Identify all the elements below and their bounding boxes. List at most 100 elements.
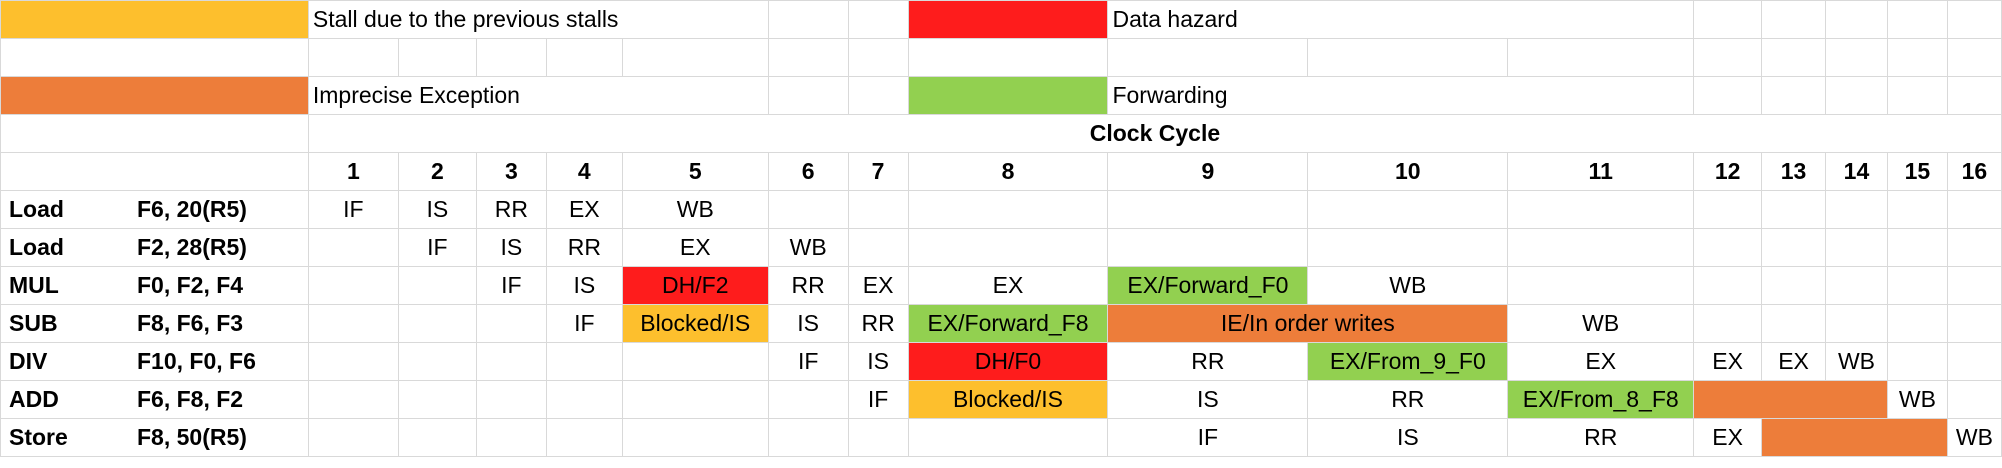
- cycle-number: 6: [767, 152, 849, 191]
- instruction-cell: ADD F6, F8, F2: [0, 380, 309, 419]
- legend-row-1: Stall due to the previous stalls Data ha…: [0, 0, 2002, 39]
- cycle-number: 8: [907, 152, 1109, 191]
- instruction-operands: F8, 50(R5): [137, 424, 247, 450]
- cycle-number: 16: [1946, 152, 2002, 191]
- instruction-cell: Load F2, 28(R5): [0, 228, 309, 267]
- stage-cell: IF: [307, 190, 399, 229]
- pipeline-spreadsheet: Stall due to the previous stalls Data ha…: [0, 0, 2002, 457]
- cycle-header-row: 1 2 3 4 5 6 7 8 9 10 11 12 13 14 15 16: [0, 152, 2002, 191]
- legend-swatch-imprecise-exception: [0, 76, 309, 115]
- imprecise-exception-cell: [1761, 418, 1948, 457]
- stage-cell: EX: [545, 190, 623, 229]
- instruction-cell: Load F6, 20(R5): [0, 190, 309, 229]
- stage-cell: EX: [621, 228, 769, 267]
- stage-cell: RR: [767, 266, 849, 305]
- stage-cell: WB: [621, 190, 769, 229]
- cycle-number: 9: [1107, 152, 1309, 191]
- instruction-row: DIV F10, F0, F6 IF IS DH/F0 RR EX/From_9…: [0, 342, 2002, 381]
- stage-cell: RR: [1507, 418, 1695, 457]
- stall-cell: Blocked/IS: [621, 304, 769, 343]
- instruction-operands: F10, F0, F6: [137, 348, 256, 374]
- imprecise-exception-cell: IE/In order writes: [1107, 304, 1509, 343]
- stage-cell: IF: [1107, 418, 1309, 457]
- stage-cell: IS: [847, 342, 909, 381]
- forwarding-cell: EX/From_8_F8: [1507, 380, 1695, 419]
- stage-cell: IS: [767, 304, 849, 343]
- instruction-row: Store F8, 50(R5) IF IS RR EX WB: [0, 418, 2002, 457]
- stall-cell: Blocked/IS: [907, 380, 1109, 419]
- cycle-number: 11: [1507, 152, 1695, 191]
- instruction-opcode: SUB: [9, 310, 58, 336]
- stage-cell: IS: [1307, 418, 1509, 457]
- stage-cell: EX: [1693, 342, 1763, 381]
- stage-cell: IF: [767, 342, 849, 381]
- instruction-opcode: ADD: [9, 386, 59, 412]
- cycle-number: 13: [1761, 152, 1826, 191]
- stage-cell: EX: [847, 266, 909, 305]
- clock-cycle-title-row: Clock Cycle: [0, 114, 2002, 153]
- stage-cell: RR: [545, 228, 623, 267]
- instruction-operands: F2, 28(R5): [137, 234, 247, 260]
- stage-cell: IF: [397, 228, 477, 267]
- legend-label-stall: Stall due to the previous stalls: [307, 0, 623, 39]
- data-hazard-cell: DH/F0: [907, 342, 1109, 381]
- instruction-opcode: MUL: [9, 272, 59, 298]
- cycle-number: 10: [1307, 152, 1509, 191]
- instruction-row: SUB F8, F6, F3 IF Blocked/IS IS RR EX/Fo…: [0, 304, 2002, 343]
- cycle-number: 14: [1825, 152, 1888, 191]
- instruction-row: Load F2, 28(R5) IF IS RR EX WB: [0, 228, 2002, 267]
- forwarding-cell: EX/Forward_F0: [1107, 266, 1309, 305]
- cycle-number: 4: [545, 152, 623, 191]
- stage-cell: IS: [1107, 380, 1309, 419]
- stage-cell: IF: [545, 304, 623, 343]
- instruction-operands: F8, F6, F3: [137, 310, 244, 336]
- forwarding-cell: EX/From_9_F0: [1307, 342, 1509, 381]
- instruction-cell: MUL F0, F2, F4: [0, 266, 309, 305]
- instruction-row: Load F6, 20(R5) IF IS RR EX WB: [0, 190, 2002, 229]
- stage-cell: RR: [475, 190, 547, 229]
- instruction-row: MUL F0, F2, F4 IF IS DH/F2 RR EX EX EX/F…: [0, 266, 2002, 305]
- legend-swatch-forwarding: [907, 76, 1109, 115]
- stage-cell: RR: [847, 304, 909, 343]
- instruction-cell: DIV F10, F0, F6: [0, 342, 309, 381]
- clock-cycle-title: Clock Cycle: [307, 114, 2002, 153]
- instruction-opcode: Store: [9, 424, 68, 450]
- stage-cell: EX: [1507, 342, 1695, 381]
- cycle-number: 5: [621, 152, 769, 191]
- stage-cell: EX: [1761, 342, 1826, 381]
- instruction-opcode: Load: [9, 234, 64, 260]
- legend-swatch-stall: [0, 0, 309, 39]
- stage-cell: WB: [1886, 380, 1948, 419]
- stage-cell: WB: [1307, 266, 1509, 305]
- stage-cell: WB: [1946, 418, 2002, 457]
- instruction-opcode: DIV: [9, 348, 48, 374]
- instruction-cell: Store F8, 50(R5): [0, 418, 309, 457]
- legend-swatch-data-hazard: [907, 0, 1109, 39]
- instruction-row: ADD F6, F8, F2 IF Blocked/IS IS RR EX/Fr…: [0, 380, 2002, 419]
- cycle-number: 15: [1886, 152, 1948, 191]
- legend-row-2: Imprecise Exception Forwarding: [0, 76, 2002, 115]
- legend-label-imprecise-exception: Imprecise Exception: [307, 76, 623, 115]
- spacer-row: [0, 38, 2002, 77]
- cycle-number: 3: [475, 152, 547, 191]
- imprecise-exception-cell: [1693, 380, 1888, 419]
- legend-label-forwarding: Forwarding: [1107, 76, 1508, 115]
- stage-cell: EX: [1693, 418, 1763, 457]
- cycle-number: 7: [847, 152, 909, 191]
- stage-cell: EX: [907, 266, 1109, 305]
- instruction-cell: SUB F8, F6, F3: [0, 304, 309, 343]
- cycle-number: 1: [307, 152, 399, 191]
- stage-cell: WB: [1825, 342, 1888, 381]
- legend-label-data-hazard: Data hazard: [1107, 0, 1508, 39]
- stage-cell: WB: [1507, 304, 1695, 343]
- instruction-operands: F6, F8, F2: [137, 386, 244, 412]
- stage-cell: IS: [397, 190, 477, 229]
- instruction-operands: F6, 20(R5): [137, 196, 247, 222]
- stage-cell: RR: [1307, 380, 1509, 419]
- data-hazard-cell: DH/F2: [621, 266, 769, 305]
- stage-cell: RR: [1107, 342, 1309, 381]
- stage-cell: IS: [475, 228, 547, 267]
- instruction-operands: F0, F2, F4: [137, 272, 244, 298]
- instruction-opcode: Load: [9, 196, 64, 222]
- stage-cell: IF: [475, 266, 547, 305]
